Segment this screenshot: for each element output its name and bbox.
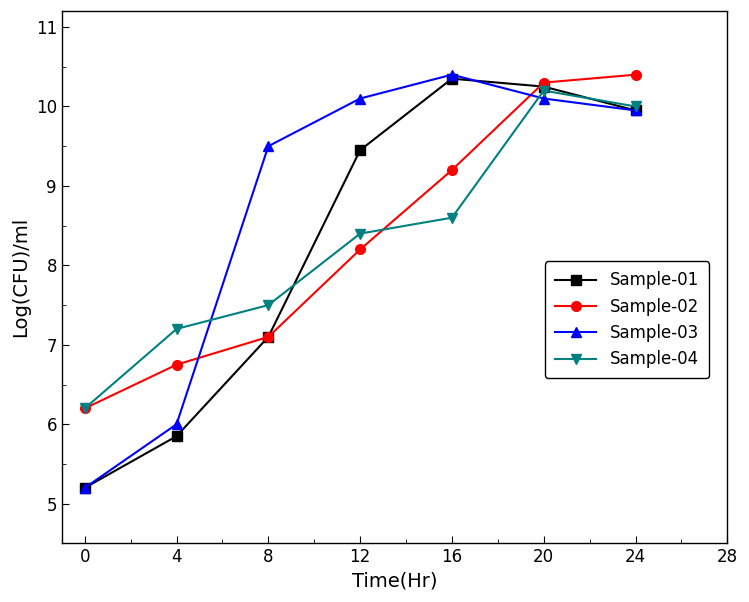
Sample-04 [264,302,273,309]
Sample-02 [172,361,181,368]
Sample-01 [631,107,640,114]
Sample-04 [631,103,640,110]
Sample-04 [447,214,456,222]
Sample-03 [80,484,89,491]
Sample-01 [356,146,365,154]
Sample-01 [447,75,456,82]
Sample-03 [264,143,273,150]
Sample-02 [447,166,456,173]
Line: Sample-01: Sample-01 [80,74,640,492]
Sample-01 [264,334,273,341]
Sample-03 [172,421,181,428]
Line: Sample-02: Sample-02 [80,70,640,413]
Sample-04 [80,405,89,412]
Y-axis label: Log(CFU)/ml: Log(CFU)/ml [11,217,30,337]
Sample-03 [447,71,456,78]
Sample-02 [631,71,640,78]
Sample-01 [80,484,89,491]
Sample-04 [172,325,181,332]
Sample-02 [356,246,365,253]
Sample-02 [539,79,548,86]
Line: Sample-04: Sample-04 [80,85,640,413]
Sample-03 [539,95,548,102]
Line: Sample-03: Sample-03 [80,70,640,492]
Legend: Sample-01, Sample-02, Sample-03, Sample-04: Sample-01, Sample-02, Sample-03, Sample-… [545,261,709,379]
Sample-04 [356,230,365,237]
Sample-01 [539,83,548,90]
Sample-02 [80,405,89,412]
Sample-03 [356,95,365,102]
Sample-03 [631,107,640,114]
Sample-01 [172,433,181,440]
Sample-02 [264,334,273,341]
X-axis label: Time(Hr): Time(Hr) [352,572,437,591]
Sample-04 [539,87,548,94]
